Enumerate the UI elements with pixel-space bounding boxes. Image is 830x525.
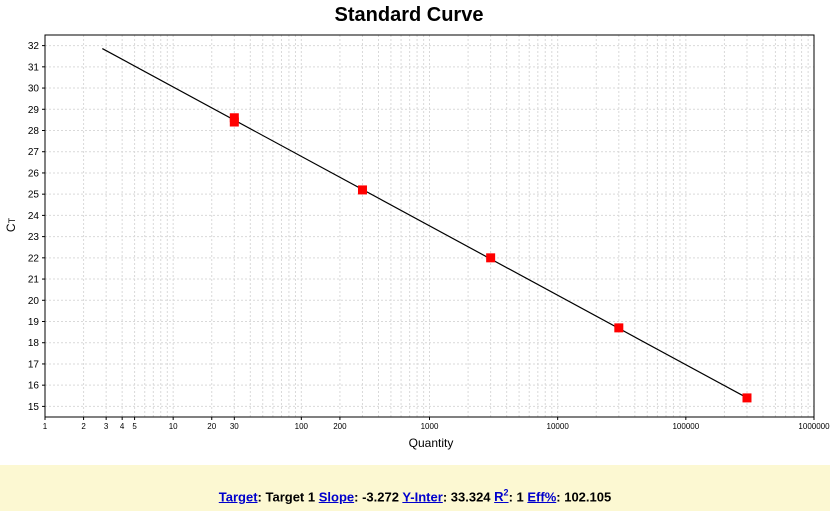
efficiency-value: 102.105 (564, 489, 612, 505)
grid-layer (45, 35, 814, 417)
chart-title: Standard Curve (334, 4, 484, 26)
data-point (229, 117, 239, 127)
x-tick-label: 10000 (547, 422, 570, 431)
x-tick-label: 1000 (421, 422, 439, 431)
y-tick-label: 31 (28, 62, 40, 73)
y-tick-label: 19 (28, 317, 40, 328)
data-point (357, 185, 367, 195)
x-tick-label: 30 (230, 422, 239, 431)
y-tick-label: 24 (28, 211, 40, 222)
x-tick-label: 1 (43, 422, 48, 431)
efficiency-link[interactable]: Eff% (527, 489, 557, 505)
r-squared-link[interactable]: R2 (494, 488, 509, 505)
x-tick-label: 100000 (672, 422, 699, 431)
x-tick-label: 1000000 (798, 422, 830, 431)
y-tick-label: 26 (28, 168, 40, 179)
y-tick-label: 16 (28, 381, 40, 392)
slope-value: -3.272 (362, 489, 399, 505)
x-axis-title: Quantity (409, 436, 454, 450)
x-tick-label: 3 (104, 422, 109, 431)
data-point (742, 393, 752, 403)
y-tick-label: 15 (28, 402, 40, 413)
r-squared-value: 1 (516, 489, 524, 505)
x-tick-label: 200 (333, 422, 347, 431)
y-tick-label: 28 (28, 126, 40, 137)
footer-summary: Target: Target 1 Slope: -3.272 Y-Inter: … (0, 465, 830, 511)
y-tick-label: 32 (28, 41, 40, 52)
fit-line (102, 48, 748, 399)
x-tick-label: 100 (295, 422, 309, 431)
target-value: Target 1 (265, 489, 316, 505)
y-tick-label: 21 (28, 275, 40, 286)
x-tick-label: 4 (120, 422, 125, 431)
x-tick-label: 10 (169, 422, 178, 431)
x-tick-label: 20 (207, 422, 216, 431)
axes-layer: 1 2 3 4 5 10 20 30 100 200 1000 10000 100000 10000001… (28, 41, 830, 431)
y-tick-label: 17 (28, 359, 40, 370)
y-tick-label: 25 (28, 190, 40, 201)
y-inter-value: 33.324 (450, 489, 491, 505)
standard-curve-chart: 1 2 3 4 5 10 20 30 100 200 1000 10000 100000 10000001… (4, 34, 830, 450)
data-point (486, 253, 496, 263)
y-inter-link[interactable]: Y-Inter (402, 489, 443, 505)
y-tick-label: 27 (28, 147, 40, 158)
slope-link[interactable]: Slope (318, 489, 355, 505)
target-link[interactable]: Target (218, 489, 258, 505)
x-tick-label: 2 (81, 422, 86, 431)
y-tick-label: 23 (28, 232, 40, 243)
points-layer (229, 113, 752, 403)
fit-layer (102, 48, 748, 399)
y-tick-label: 30 (28, 84, 40, 95)
y-tick-label: 29 (28, 105, 40, 116)
y-axis-title: CT (4, 217, 18, 232)
y-tick-label: 20 (28, 296, 40, 307)
x-tick-label: 5 (132, 422, 137, 431)
data-point (614, 323, 624, 333)
y-tick-label: 18 (28, 338, 40, 349)
y-tick-label: 22 (28, 253, 40, 264)
